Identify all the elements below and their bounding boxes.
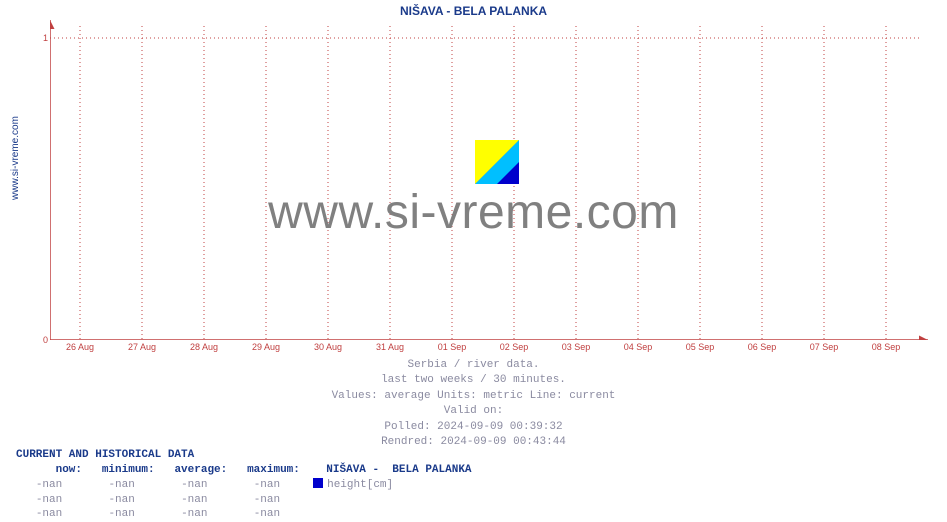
y-tick-1: 1 (43, 33, 48, 43)
cell: -nan (36, 508, 62, 520)
x-tick-8: 03 Sep (562, 342, 591, 352)
cell: -nan (108, 508, 134, 520)
legend-label: height[cm] (327, 479, 393, 491)
x-tick-5: 31 Aug (376, 342, 404, 352)
cell: -nan (181, 494, 207, 506)
meta-valid: Valid on: (0, 404, 947, 419)
col-min: minimum: (102, 464, 155, 476)
x-tick-10: 05 Sep (686, 342, 715, 352)
table-row: -nan -nan -nan -nan height[cm] (16, 478, 472, 493)
x-tick-9: 04 Sep (624, 342, 653, 352)
legend-color-icon (313, 478, 323, 488)
table-header-row: now: minimum: average: maximum: NIŠAVA -… (16, 463, 472, 478)
cell: -nan (254, 479, 280, 491)
x-tick-6: 01 Sep (438, 342, 467, 352)
cell: -nan (254, 508, 280, 520)
x-tick-12: 07 Sep (810, 342, 839, 352)
meta-settings: Values: average Units: metric Line: curr… (0, 389, 947, 404)
meta-source: Serbia / river data. (0, 358, 947, 373)
watermark-text: www.si-vreme.com (0, 185, 947, 240)
cell: -nan (254, 494, 280, 506)
meta-polled: Polled: 2024-09-09 00:39:32 (0, 420, 947, 435)
col-avg: average: (174, 464, 227, 476)
chart-title: NIŠAVA - BELA PALANKA (0, 4, 947, 18)
meta-range: last two weeks / 30 minutes. (0, 373, 947, 388)
cell: -nan (108, 479, 134, 491)
table-row: -nan -nan -nan -nan (16, 507, 472, 522)
x-axis-labels: 26 Aug 27 Aug 28 Aug 29 Aug 30 Aug 31 Au… (50, 342, 930, 356)
x-tick-11: 06 Sep (748, 342, 777, 352)
cell: -nan (181, 479, 207, 491)
cell: -nan (36, 494, 62, 506)
chart-metadata: Serbia / river data. last two weeks / 30… (0, 358, 947, 450)
x-tick-7: 02 Sep (500, 342, 529, 352)
cell: -nan (108, 494, 134, 506)
data-table: CURRENT AND HISTORICAL DATA now: minimum… (16, 448, 472, 522)
x-tick-1: 27 Aug (128, 342, 156, 352)
cell: -nan (181, 508, 207, 520)
y-axis-labels: 0 1 (30, 20, 48, 340)
x-tick-3: 29 Aug (252, 342, 280, 352)
y-tick-0: 0 (43, 335, 48, 345)
table-row: -nan -nan -nan -nan (16, 493, 472, 508)
col-max: maximum: (247, 464, 300, 476)
x-tick-2: 28 Aug (190, 342, 218, 352)
col-now: now: (56, 464, 82, 476)
cell: -nan (36, 479, 62, 491)
data-heading: CURRENT AND HISTORICAL DATA (16, 448, 472, 463)
watermark-logo-icon (475, 140, 519, 184)
x-tick-4: 30 Aug (314, 342, 342, 352)
x-tick-0: 26 Aug (66, 342, 94, 352)
series-label: NIŠAVA - BELA PALANKA (326, 464, 471, 476)
x-tick-13: 08 Sep (872, 342, 901, 352)
